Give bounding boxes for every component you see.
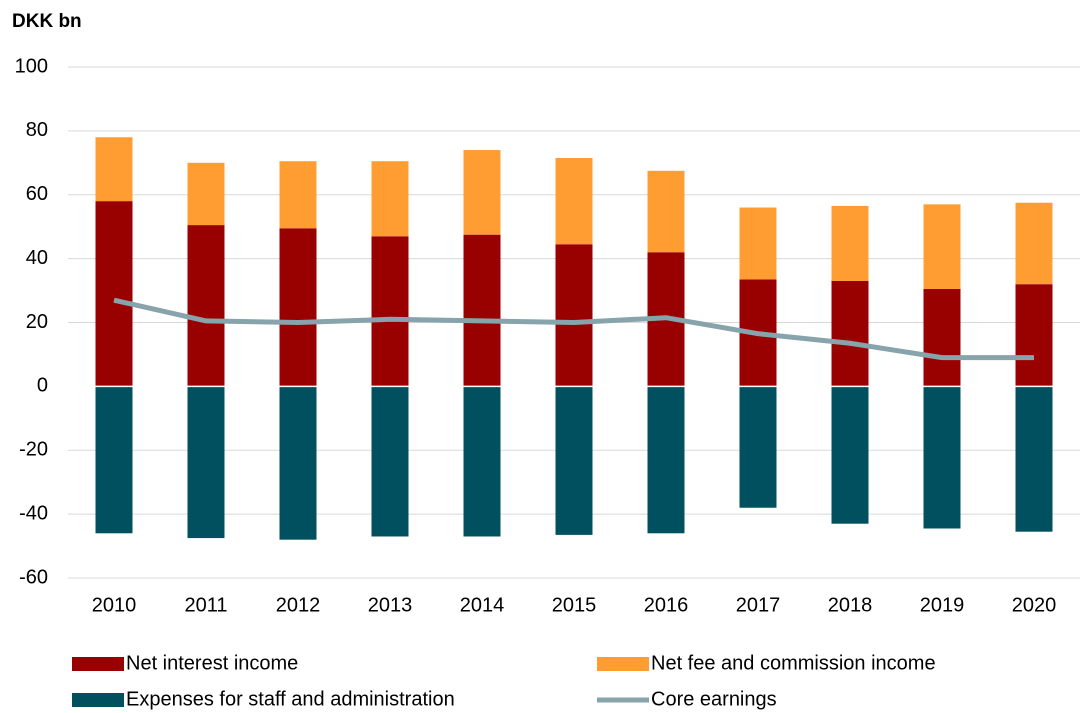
bar: [279, 386, 317, 540]
bar: [923, 386, 961, 529]
chart-title: DKK bn: [12, 11, 82, 32]
bar: [463, 386, 501, 537]
y-tick-label: 0: [37, 375, 48, 397]
bar: [923, 204, 961, 289]
bar: [647, 386, 685, 534]
x-tick-label: 2017: [736, 594, 781, 616]
bar: [463, 150, 501, 235]
bar: [371, 236, 409, 387]
bar: [95, 386, 133, 534]
y-tick-label: 80: [26, 119, 48, 141]
bar: [555, 386, 593, 535]
bar: [831, 386, 869, 524]
y-tick-label: 60: [26, 183, 48, 205]
x-tick-label: 2016: [644, 594, 689, 616]
legend-label: Expenses for staff and administration: [126, 688, 455, 710]
bar: [187, 386, 225, 539]
bar: [647, 170, 685, 253]
x-tick-label: 2018: [828, 594, 873, 616]
legend-swatch: [72, 693, 124, 707]
legend-label: Net interest income: [126, 652, 298, 674]
bar: [555, 244, 593, 387]
bar: [279, 228, 317, 387]
y-tick-label: -40: [19, 502, 48, 524]
y-tick-label: 40: [26, 247, 48, 269]
y-tick-label: 20: [26, 311, 48, 333]
bar: [923, 288, 961, 387]
bar: [1015, 284, 1053, 387]
x-tick-label: 2015: [552, 594, 597, 616]
bar: [739, 207, 777, 280]
bar: [187, 162, 225, 226]
bar: [1015, 202, 1053, 285]
y-tick-label: -60: [19, 566, 48, 588]
legend-label: Core earnings: [651, 688, 777, 710]
y-tick-label: 100: [15, 55, 48, 77]
bar: [739, 386, 777, 508]
y-tick-label: -20: [19, 439, 48, 461]
x-tick-label: 2014: [460, 594, 505, 616]
line: [113, 297, 1034, 361]
bar: [831, 280, 869, 387]
bar: [279, 161, 317, 229]
bar: [1015, 386, 1053, 532]
x-tick-label: 2010: [92, 594, 137, 616]
bar: [463, 234, 501, 387]
legend-swatch: [72, 657, 124, 671]
bar: [187, 225, 225, 387]
bar: [371, 386, 409, 537]
x-tick-label: 2020: [1012, 594, 1057, 616]
x-tick-label: 2019: [920, 594, 965, 616]
x-tick-label: 2013: [368, 594, 413, 616]
legend-label: Net fee and commission income: [651, 652, 936, 674]
bar: [95, 201, 133, 387]
x-tick-label: 2012: [276, 594, 321, 616]
x-tick-label: 2011: [184, 594, 227, 616]
bar: [95, 137, 133, 202]
legend-swatch: [597, 657, 649, 671]
bar: [371, 161, 409, 237]
bar: [831, 205, 869, 281]
bar: [555, 158, 593, 245]
